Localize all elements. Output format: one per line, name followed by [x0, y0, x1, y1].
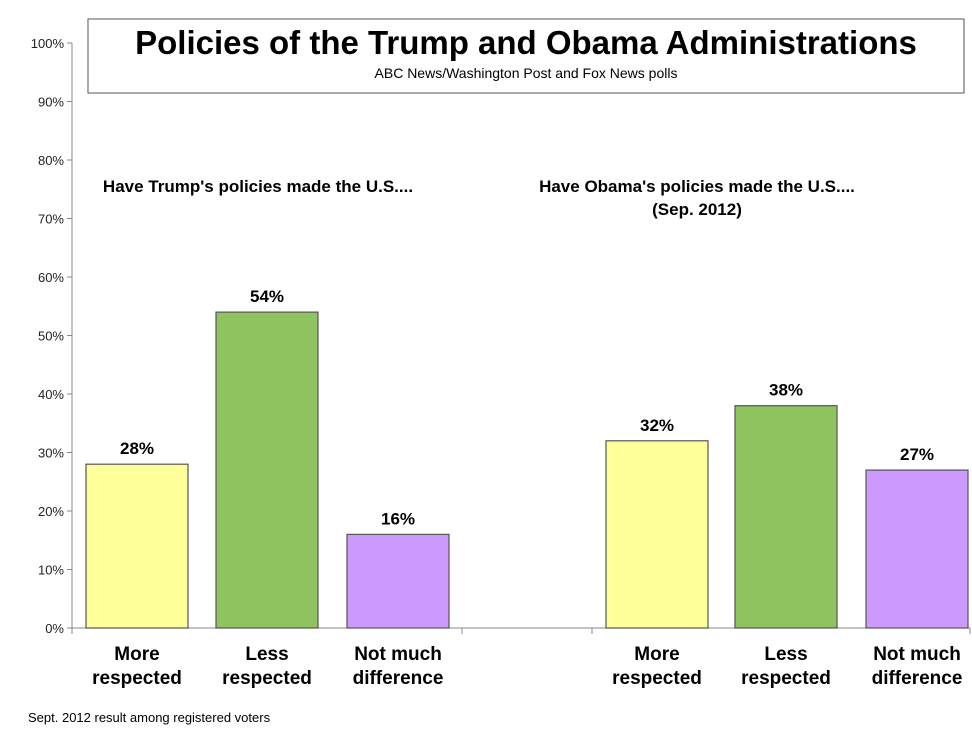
y-tick-label: 50% [38, 329, 64, 344]
category-label: difference [353, 668, 444, 689]
data-label: 16% [381, 509, 415, 528]
bar [605, 440, 709, 629]
bar [215, 311, 319, 629]
group-heading: (Sep. 2012) [652, 200, 742, 219]
category-label: More [114, 644, 159, 665]
footnote: Sept. 2012 result among registered voter… [28, 710, 271, 725]
y-tick-label: 60% [38, 270, 64, 285]
category-label: More [634, 644, 679, 665]
category-label: Less [245, 644, 288, 665]
bar [734, 405, 838, 629]
data-label: 27% [900, 445, 934, 464]
chart-subtitle: ABC News/Washington Post and Fox News po… [375, 65, 678, 81]
bar [865, 469, 969, 629]
y-tick-label: 90% [38, 95, 64, 110]
y-tick-label: 70% [38, 212, 64, 227]
y-tick-label: 0% [45, 621, 64, 636]
chart-title: Policies of the Trump and Obama Administ… [135, 24, 917, 61]
y-tick-label: 30% [38, 446, 64, 461]
y-tick-label: 80% [38, 153, 64, 168]
category-label: respected [92, 668, 182, 689]
data-label: 38% [769, 381, 803, 400]
category-label: difference [872, 668, 963, 689]
group-heading: Have Obama's policies made the U.S.... [539, 177, 855, 196]
bar [85, 463, 189, 629]
category-label: respected [222, 668, 312, 689]
y-tick-label: 40% [38, 387, 64, 402]
category-label: Not much [873, 644, 961, 665]
data-label: 54% [250, 287, 284, 306]
category-label: respected [741, 668, 831, 689]
data-label: 32% [640, 416, 674, 435]
group-heading: Have Trump's policies made the U.S.... [103, 177, 413, 196]
data-label: 28% [120, 439, 154, 458]
category-label: Not much [354, 644, 442, 665]
y-tick-label: 10% [38, 563, 64, 578]
title-box [87, 18, 965, 94]
category-label: respected [612, 668, 702, 689]
y-tick-label: 20% [38, 504, 64, 519]
y-tick-label: 100% [31, 36, 65, 51]
category-label: Less [764, 644, 807, 665]
bar [346, 533, 450, 629]
